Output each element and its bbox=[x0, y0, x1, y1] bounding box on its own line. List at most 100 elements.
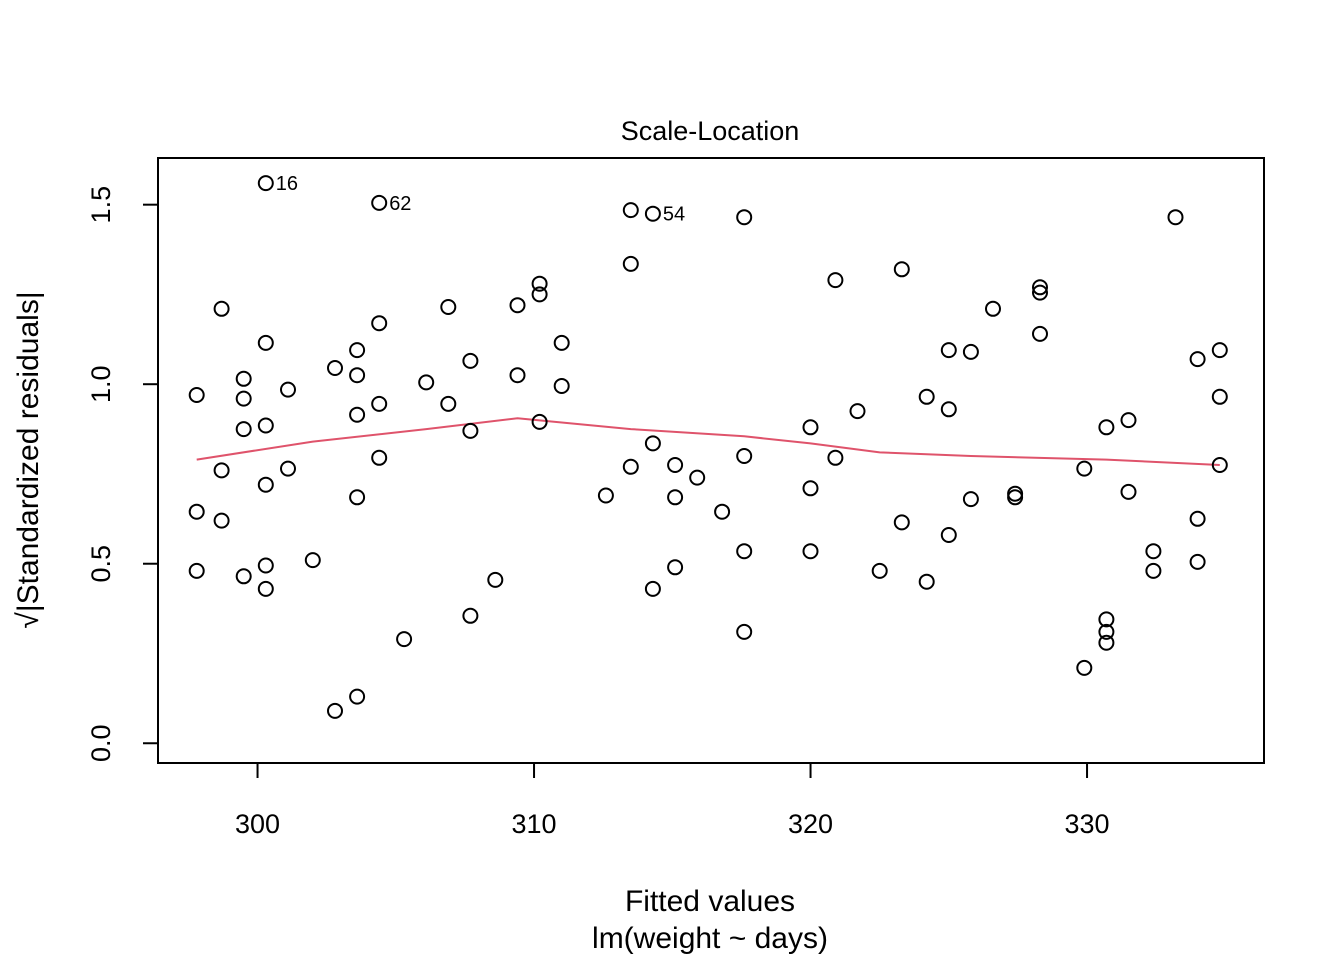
data-point bbox=[827, 272, 844, 289]
data-point bbox=[827, 449, 844, 466]
chart-title: Scale-Location bbox=[621, 116, 800, 146]
data-point bbox=[257, 557, 274, 574]
data-point bbox=[985, 300, 1001, 317]
data-point bbox=[1098, 623, 1115, 640]
data-point bbox=[962, 343, 979, 360]
plot-frame bbox=[157, 157, 1265, 764]
data-point bbox=[280, 460, 296, 477]
data-point bbox=[644, 205, 661, 222]
data-point bbox=[1211, 457, 1228, 473]
data-point bbox=[235, 568, 252, 585]
data-point bbox=[622, 202, 639, 219]
data-point bbox=[1167, 209, 1184, 226]
data-point bbox=[440, 395, 457, 412]
data-point bbox=[257, 476, 274, 493]
data-point bbox=[349, 406, 366, 423]
y-tick-label: 1.0 bbox=[86, 365, 116, 403]
data-point bbox=[304, 552, 321, 569]
data-point bbox=[1098, 611, 1115, 628]
smooth-line bbox=[196, 417, 1220, 466]
data-point bbox=[188, 562, 205, 579]
data-point bbox=[349, 342, 366, 359]
data-point bbox=[1007, 489, 1024, 506]
data-point bbox=[1189, 553, 1206, 570]
data-point bbox=[440, 299, 457, 315]
data-point bbox=[918, 388, 935, 405]
data-point bbox=[487, 571, 504, 588]
data-point bbox=[1098, 419, 1115, 436]
data-point bbox=[213, 462, 230, 479]
data-point bbox=[371, 395, 388, 412]
x-axis: 300 310 320 330 bbox=[235, 762, 1110, 839]
data-point bbox=[1076, 659, 1093, 676]
data-point bbox=[736, 209, 753, 226]
data-point bbox=[802, 480, 819, 497]
data-point bbox=[257, 334, 274, 351]
data-point bbox=[802, 419, 819, 436]
data-point bbox=[531, 275, 548, 292]
data-point bbox=[235, 390, 252, 407]
data-point bbox=[736, 543, 753, 560]
data-point bbox=[667, 489, 684, 506]
data-point bbox=[257, 417, 274, 434]
data-point bbox=[893, 514, 910, 531]
data-point bbox=[462, 352, 479, 369]
data-point bbox=[1098, 634, 1115, 651]
data-point bbox=[349, 688, 366, 705]
data-point bbox=[1211, 388, 1228, 405]
data-point bbox=[257, 175, 274, 192]
data-point bbox=[1076, 460, 1093, 477]
point-label: 54 bbox=[663, 204, 685, 226]
data-point bbox=[462, 422, 479, 439]
data-point bbox=[531, 413, 548, 430]
y-tick-label: 0.5 bbox=[86, 545, 116, 583]
data-point bbox=[940, 527, 957, 543]
x-tick-label: 300 bbox=[235, 809, 280, 839]
x-axis-label: Fitted values bbox=[625, 885, 795, 918]
point-label: 62 bbox=[389, 193, 411, 215]
x-axis-sublabel: lm(weight ~ days) bbox=[592, 922, 828, 955]
data-point bbox=[667, 457, 684, 473]
data-point bbox=[235, 370, 252, 387]
point-label: 16 bbox=[276, 173, 298, 195]
data-point bbox=[213, 512, 230, 529]
data-point bbox=[1032, 279, 1048, 296]
data-point bbox=[1120, 483, 1137, 500]
data-point bbox=[689, 469, 706, 486]
data-point bbox=[509, 367, 526, 384]
y-axis-label: √|Standardized residuals| bbox=[12, 291, 45, 628]
data-point bbox=[1189, 510, 1206, 527]
data-point bbox=[371, 315, 388, 332]
data-point bbox=[736, 623, 753, 640]
data-point bbox=[622, 458, 639, 475]
x-tick-label: 320 bbox=[788, 809, 833, 839]
x-tick-label: 330 bbox=[1065, 809, 1110, 839]
data-point bbox=[893, 261, 910, 278]
data-point bbox=[918, 573, 935, 590]
y-tick-label: 0.0 bbox=[86, 724, 116, 762]
data-point bbox=[714, 503, 731, 520]
data-point bbox=[327, 360, 343, 376]
data-point bbox=[940, 401, 957, 418]
data-point bbox=[940, 342, 957, 359]
data-point bbox=[349, 489, 366, 506]
data-point bbox=[871, 562, 888, 579]
data-point bbox=[1145, 543, 1162, 560]
data-point bbox=[327, 702, 343, 719]
y-axis: 0.0 0.5 1.0 1.5 bbox=[86, 186, 159, 762]
data-point bbox=[1032, 325, 1048, 342]
data-point bbox=[736, 448, 753, 464]
data-point bbox=[188, 387, 205, 403]
data-point bbox=[849, 403, 866, 420]
data-point bbox=[213, 300, 230, 317]
data-point bbox=[235, 421, 252, 438]
x-tick-label: 310 bbox=[512, 809, 557, 839]
data-point bbox=[1189, 351, 1206, 368]
data-point bbox=[622, 255, 639, 272]
data-point bbox=[462, 607, 479, 624]
data-point bbox=[597, 487, 614, 504]
data-point bbox=[1120, 412, 1137, 429]
data-point bbox=[509, 297, 526, 314]
data-point bbox=[962, 491, 979, 508]
